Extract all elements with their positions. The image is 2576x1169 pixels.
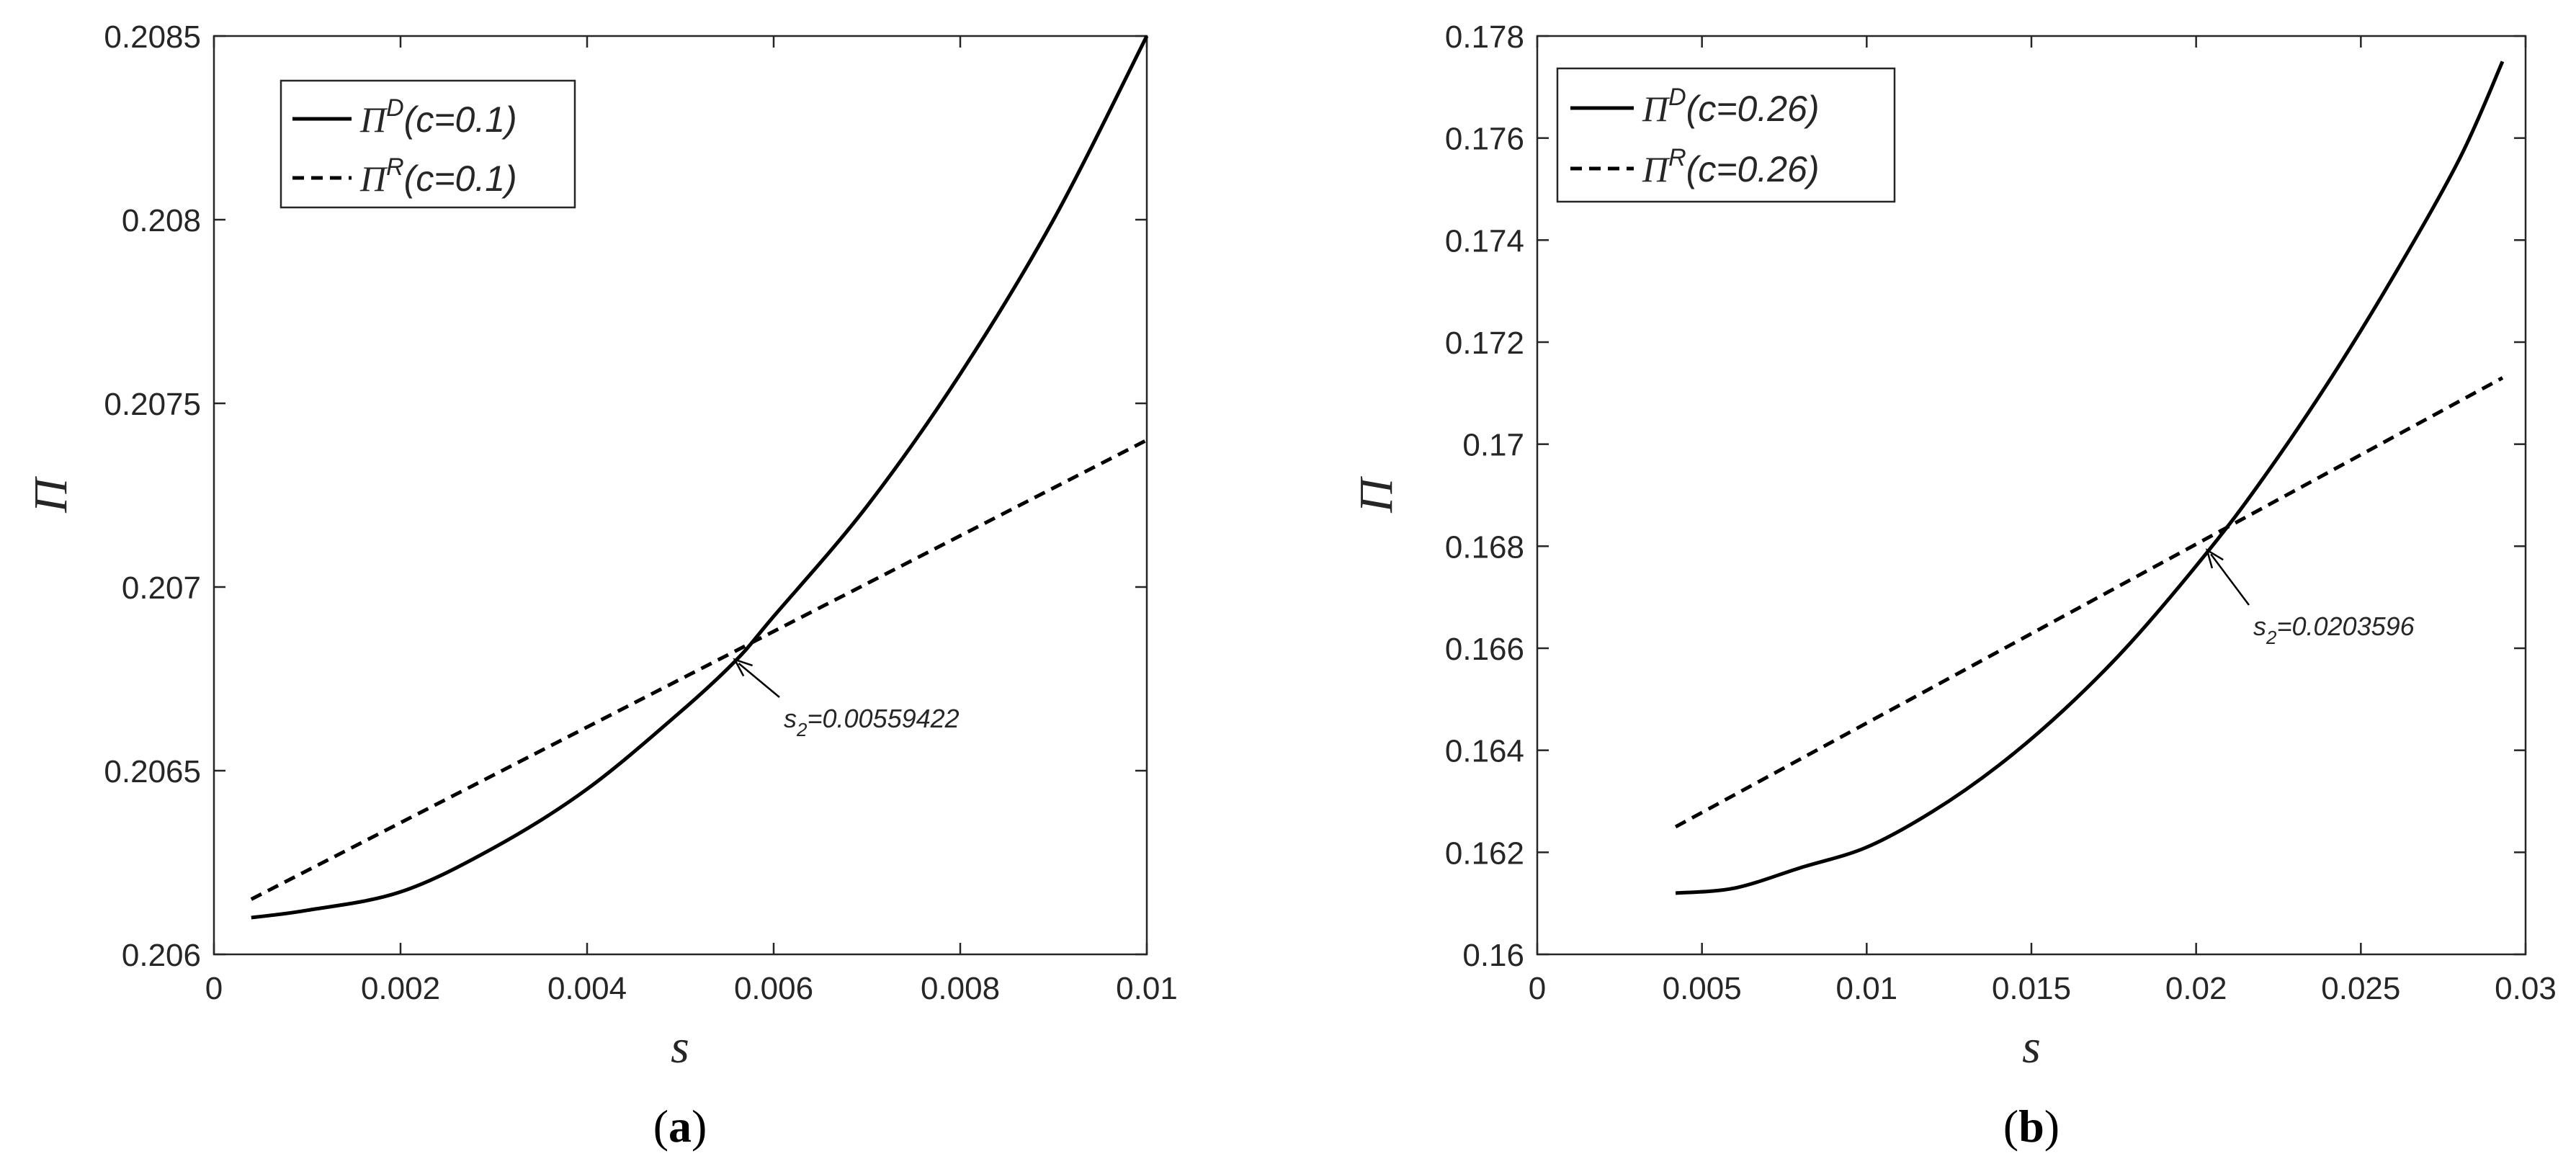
legend-box-a <box>279 79 576 209</box>
ytick-label: 0.207 <box>122 570 201 606</box>
annotation-arrow-shaft <box>738 663 780 698</box>
xlabel-a: s <box>671 1021 689 1073</box>
axis-ticks-a: 0 0.002 0.004 0.006 0.008 0.01 0.206 0.2065 0.20… <box>104 19 1177 1006</box>
annotation-label-a: s2=0.00559422 <box>784 704 960 740</box>
annotation-arrow-head <box>733 658 753 677</box>
annotation-arrow-shaft <box>2210 553 2250 606</box>
legend-label-r-a: ΠR(c=0.1) <box>359 153 517 199</box>
ytick-label: 0.174 <box>1445 223 1524 259</box>
legend-label-d-b: ΠD(c=0.26) <box>1642 84 1820 129</box>
xtick-label: 0 <box>205 971 223 1006</box>
legend-b: ΠD(c=0.26) ΠR(c=0.26) <box>1556 67 1896 203</box>
xtick-label: 0.005 <box>1663 971 1742 1006</box>
xtick-label: 0.002 <box>361 971 440 1006</box>
annotation-arrow-head <box>2205 548 2224 569</box>
panel-label-b: (b) <box>2003 1101 2060 1152</box>
ytick-label: 0.162 <box>1445 836 1524 871</box>
ytick-label: 0.16 <box>1462 938 1524 973</box>
ytick-label: 0.17 <box>1462 428 1524 463</box>
chart-panel-b: 0 0.005 0.01 0.015 0.02 0.025 0.03 0.16 0.162 0.1… <box>1350 19 2557 1152</box>
annotation-a: s2=0.00559422 <box>733 658 960 740</box>
ytick-label: 0.176 <box>1445 122 1524 157</box>
ylabel-a: Π <box>24 476 77 514</box>
xtick-label: 0.004 <box>547 971 627 1006</box>
chart-panel-a: 0 0.002 0.004 0.006 0.008 0.01 0.206 0.2065 0.20… <box>24 19 1178 1152</box>
ytick-label: 0.2075 <box>104 387 201 422</box>
xlabel-b: s <box>2022 1021 2041 1073</box>
xtick-label: 0.01 <box>1836 971 1898 1006</box>
ytick-label: 0.206 <box>122 938 201 973</box>
ytick-label: 0.2065 <box>104 754 201 789</box>
xtick-label: 0.01 <box>1116 971 1178 1006</box>
ylabel-b: Π <box>1350 476 1403 514</box>
ytick-label: 0.178 <box>1445 19 1524 55</box>
xtick-label: 0.015 <box>1992 971 2071 1006</box>
ytick-label: 0.164 <box>1445 734 1524 769</box>
series-line-r <box>1674 376 2504 829</box>
xtick-label: 0.008 <box>921 971 1000 1006</box>
ytick-label: 0.172 <box>1445 326 1524 361</box>
legend-label-r-b: ΠR(c=0.26) <box>1642 144 1820 189</box>
panel-label-a: (a) <box>653 1101 707 1152</box>
series-layer-b <box>1674 61 2505 895</box>
xtick-label: 0 <box>1529 971 1546 1006</box>
ytick-label: 0.166 <box>1445 632 1524 667</box>
ytick-label: 0.2085 <box>104 19 201 55</box>
ytick-label: 0.208 <box>122 203 201 238</box>
xtick-label: 0.006 <box>734 971 813 1006</box>
ytick-label: 0.168 <box>1445 529 1524 565</box>
plot-area-a <box>213 35 1148 956</box>
annotation-b: s2=0.0203596 <box>2205 548 2415 648</box>
legend-box-b <box>1556 67 1896 203</box>
legend-a: ΠD(c=0.1) ΠR(c=0.1) <box>279 79 576 209</box>
series-line-r <box>250 438 1148 901</box>
axis-ticks-b: 0 0.005 0.01 0.015 0.02 0.025 0.03 0.16 0.162 0.1… <box>1445 19 2557 1006</box>
series-line-d <box>1675 61 2505 895</box>
xtick-label: 0.02 <box>2165 971 2227 1006</box>
xtick-label: 0.03 <box>2495 971 2557 1006</box>
legend-label-d-a: ΠD(c=0.1) <box>359 94 517 140</box>
xtick-label: 0.025 <box>2321 971 2400 1006</box>
annotation-label-b: s2=0.0203596 <box>2253 612 2415 648</box>
